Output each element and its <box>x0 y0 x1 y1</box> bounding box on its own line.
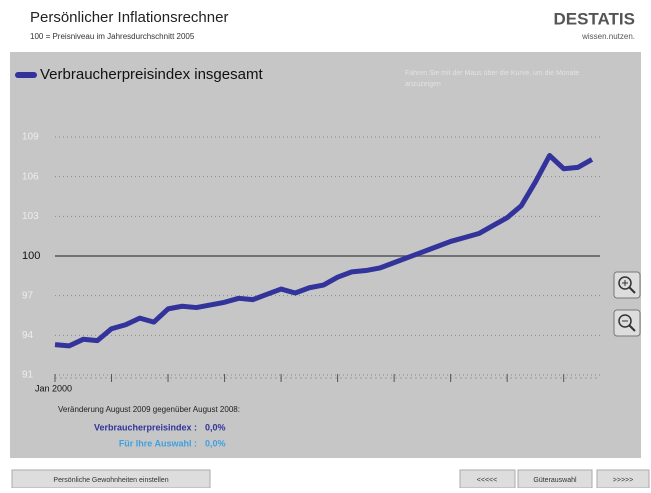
summary-heading: Veränderung August 2009 gegenüber August… <box>58 405 240 414</box>
y-tick-label: 103 <box>22 211 39 222</box>
logo-tagline: wissen.nutzen. <box>581 32 635 41</box>
y-tick-label: 106 <box>22 171 39 182</box>
y-tick-label: 97 <box>22 290 34 301</box>
summary-label: Verbraucherpreisindex : <box>94 422 197 432</box>
logo: DESTATIS <box>553 9 635 28</box>
legend-label: Verbraucherpreisindex insgesamt <box>40 66 263 83</box>
zoom-out[interactable] <box>613 309 641 337</box>
summary-label: Für Ihre Auswahl : <box>119 438 197 448</box>
button-label[interactable]: Persönliche Gewohnheiten einstellen <box>53 477 168 484</box>
panel <box>10 52 641 458</box>
subtitle: 100 = Preisniveau im Jahresdurchschnitt … <box>30 32 195 41</box>
summary-value: 0,0% <box>205 422 226 432</box>
y-tick-label: 109 <box>22 132 39 143</box>
button-label[interactable]: Güterauswahl <box>533 477 577 484</box>
button-label[interactable]: >>>>> <box>613 477 633 484</box>
y-tick-label: 91 <box>22 370 34 381</box>
y-tick-label: 100 <box>22 250 40 262</box>
title: Persönlicher Inflationsrechner <box>30 9 228 26</box>
summary-value: 0,0% <box>205 438 226 448</box>
series-line <box>54 153 594 349</box>
button-label[interactable]: <<<<< <box>477 477 497 484</box>
hint-box: Fahren Sie mit der Maus über die Kurve, … <box>405 70 580 88</box>
y-tick-label: 94 <box>22 330 34 341</box>
hint: Fahren Sie mit der Maus über die Kurve, … <box>405 70 580 88</box>
x-tick-label: Jan 2000 <box>35 383 72 393</box>
zoom-in[interactable] <box>613 271 641 299</box>
